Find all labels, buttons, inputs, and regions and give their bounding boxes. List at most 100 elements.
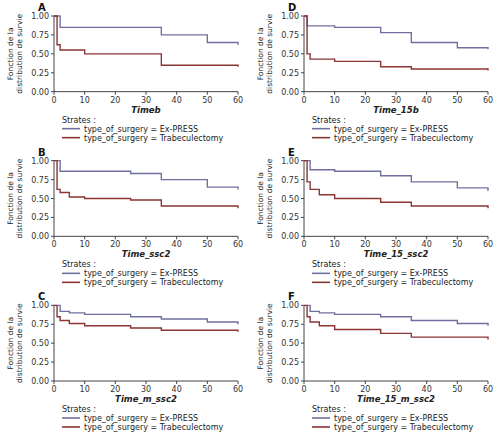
x-tick: [146, 381, 147, 384]
x-tick-label: 50: [452, 385, 462, 394]
x-tick: [488, 381, 489, 384]
y-tick-label: 0.75: [31, 320, 49, 329]
y-tick-label: 0.25: [281, 358, 299, 367]
y-tick-label: 1.00: [281, 301, 299, 310]
legend-title: Strates :: [62, 405, 96, 414]
y-axis-label-line: Fonction de la: [256, 172, 265, 225]
survival-curve: [304, 16, 488, 70]
survival-curve: [304, 161, 488, 191]
x-tick: [115, 92, 116, 95]
y-tick: [301, 324, 304, 325]
x-tick: [207, 381, 208, 384]
x-tick-label: 40: [422, 96, 432, 105]
y-tick: [51, 53, 54, 54]
plot-area: [54, 305, 238, 331]
legend: Strates : type_of_surgery = Ex-PRESStype…: [312, 116, 474, 143]
x-tick: [426, 236, 427, 239]
x-tick-label: 0: [301, 96, 306, 105]
survival-curve: [54, 161, 238, 209]
legend-swatch: [62, 426, 80, 428]
x-tick: [304, 92, 305, 95]
x-tick: [365, 381, 366, 384]
legend: Strates : type_of_surgery = Ex-PRESStype…: [62, 405, 224, 432]
x-tick: [396, 381, 397, 384]
survival-curve: [304, 16, 488, 49]
x-tick-label: 20: [360, 96, 370, 105]
x-tick-label: 50: [452, 96, 462, 105]
x-tick: [84, 381, 85, 384]
x-tick: [365, 236, 366, 239]
y-tick-label: 0.25: [281, 69, 299, 78]
x-tick: [115, 236, 116, 239]
x-tick: [457, 381, 458, 384]
y-tick: [301, 34, 304, 35]
legend-entry: type_of_surgery = Ex-PRESS: [334, 125, 448, 134]
y-tick-label: 1.00: [281, 157, 299, 166]
x-tick-label: 30: [391, 240, 401, 249]
y-tick-label: 0.50: [31, 339, 49, 348]
panel-label: F: [288, 291, 295, 302]
y-tick-label: 0.00: [31, 232, 49, 241]
x-tick: [365, 92, 366, 95]
x-tick: [84, 92, 85, 95]
x-tick-label: 20: [110, 96, 120, 105]
plot-area: [304, 305, 488, 339]
y-axis-label-line: distribution de survie: [265, 158, 274, 238]
y-tick: [301, 198, 304, 199]
legend: Strates : type_of_surgery = Ex-PRESStype…: [312, 260, 474, 287]
x-tick-label: 10: [80, 96, 90, 105]
legend-swatch: [62, 128, 80, 130]
legend-swatch: [62, 273, 80, 275]
legend-title: Strates :: [62, 260, 96, 269]
y-tick: [51, 179, 54, 180]
x-tick-label: 60: [233, 240, 243, 249]
x-tick: [176, 381, 177, 384]
y-tick-label: 0.00: [281, 88, 299, 97]
x-tick-label: 60: [483, 385, 493, 394]
survival-curve: [304, 161, 488, 209]
x-tick-label: 10: [330, 96, 340, 105]
y-tick: [301, 217, 304, 218]
y-tick-label: 0.50: [281, 339, 299, 348]
y-axis-label-line: distribution de survie: [265, 14, 274, 94]
y-tick: [301, 305, 304, 306]
y-tick-label: 0.50: [31, 50, 49, 59]
plot-area: [54, 16, 238, 67]
y-axis-label-line: Fonction de la: [6, 27, 15, 80]
x-tick: [115, 381, 116, 384]
y-tick-label: 0.75: [281, 31, 299, 40]
y-tick-label: 0.00: [281, 377, 299, 386]
y-tick-label: 0.25: [31, 69, 49, 78]
x-tick-label: 40: [172, 385, 182, 394]
figure: 0.000.250.500.751.000102030405060TimebFo…: [0, 0, 500, 434]
plot-area: [304, 16, 488, 70]
x-tick-label: 0: [51, 385, 56, 394]
x-tick: [84, 236, 85, 239]
x-tick: [457, 92, 458, 95]
legend-entry: type_of_surgery = Trabeculectomy: [334, 278, 474, 287]
x-tick-label: 50: [202, 240, 212, 249]
x-tick: [54, 236, 55, 239]
y-tick-label: 1.00: [31, 12, 49, 21]
x-tick: [176, 236, 177, 239]
x-axis-label: Time_ssc2: [122, 249, 171, 259]
y-tick-label: 0.00: [281, 232, 299, 241]
y-axis-label-line: Fonction de la: [6, 172, 15, 225]
legend-swatch: [62, 282, 80, 284]
x-tick-label: 0: [301, 240, 306, 249]
x-tick: [334, 381, 335, 384]
survival-curve: [304, 305, 488, 325]
legend-title: Strates :: [62, 116, 96, 125]
x-tick-label: 20: [360, 385, 370, 394]
x-tick: [396, 236, 397, 239]
panel: 0.000.250.500.751.000102030405060Time_ss…: [6, 147, 244, 288]
y-tick-label: 0.75: [31, 31, 49, 40]
legend: Strates : type_of_surgery = Ex-PRESStype…: [62, 116, 224, 143]
x-tick-label: 60: [483, 240, 493, 249]
y-tick-label: 0.75: [281, 320, 299, 329]
x-tick-label: 60: [483, 96, 493, 105]
y-tick-label: 1.00: [31, 157, 49, 166]
x-tick-label: 10: [330, 385, 340, 394]
y-axis-label: Fonction de ladistribution de survie: [6, 14, 24, 94]
x-tick: [146, 92, 147, 95]
